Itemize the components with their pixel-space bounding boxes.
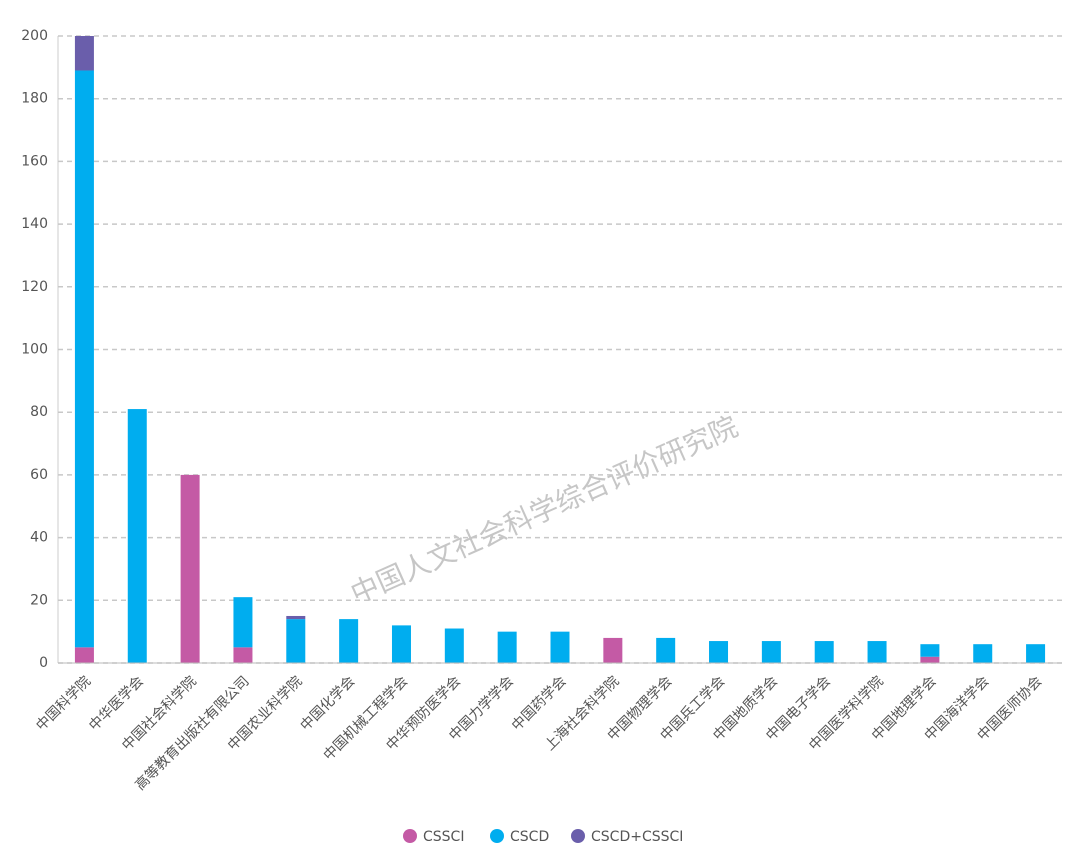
bar-segment — [233, 647, 253, 663]
legend-marker — [490, 829, 504, 843]
legend-label: CSSCI — [423, 829, 464, 845]
y-tick-label: 160 — [21, 153, 48, 169]
bar-segment — [656, 637, 676, 663]
y-tick-label: 140 — [21, 216, 48, 232]
bar-segment — [973, 644, 993, 663]
legend-label: CSCD+CSSCI — [591, 829, 683, 845]
bar-segment — [74, 70, 94, 648]
legend-marker — [403, 829, 417, 843]
legend-label: CSCD — [510, 829, 549, 845]
bar-segment — [180, 474, 200, 663]
bar-segment — [867, 641, 887, 663]
bar-segment — [74, 647, 94, 663]
watermark: 中国人文社会科学综合评价研究院 — [346, 410, 743, 611]
bar-segment — [709, 641, 729, 663]
bar-segment — [74, 36, 94, 71]
y-tick-label: 200 — [21, 28, 48, 44]
legend-marker — [571, 829, 585, 843]
bar-segment — [286, 615, 306, 620]
bar-segment — [233, 597, 253, 648]
bar-segment — [339, 619, 359, 663]
y-tick-label: 40 — [30, 530, 48, 546]
bar-segment — [603, 637, 623, 663]
bar-segment — [920, 644, 940, 657]
y-tick-label: 60 — [30, 467, 48, 483]
y-tick-label: 100 — [21, 342, 48, 358]
bar-segment — [814, 641, 834, 663]
x-tick-label: 中国科学院 — [33, 673, 94, 734]
bar-segment — [920, 656, 940, 663]
bar-segment — [497, 631, 517, 663]
y-tick-label: 80 — [30, 404, 48, 420]
y-tick-label: 120 — [21, 279, 48, 295]
y-tick-label: 180 — [21, 91, 48, 107]
bar-segment — [127, 409, 147, 663]
bar-segment — [444, 628, 464, 663]
y-tick-label: 20 — [30, 592, 48, 608]
y-tick-label: 0 — [39, 655, 48, 671]
bar-segment — [761, 641, 781, 663]
bar-segment — [1026, 644, 1046, 663]
bar-segment — [286, 619, 306, 663]
bar-segment — [550, 631, 570, 663]
bar-segment — [391, 625, 411, 663]
